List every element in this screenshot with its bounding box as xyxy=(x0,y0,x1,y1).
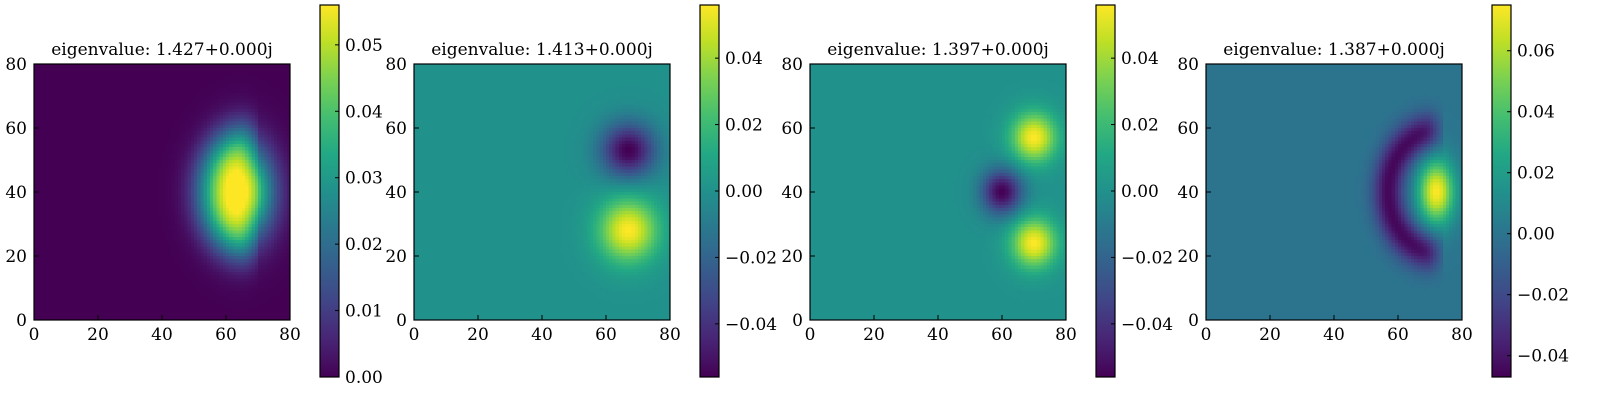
colorbar-tick-label: 0.03 xyxy=(345,169,383,189)
colorbar-tick-label: 0.04 xyxy=(725,49,763,69)
panel-1: eigenvalue: 1.427+0.000j 0 20 40 60 80 0 20 40 60… xyxy=(5,4,383,388)
y-tick-label: 80 xyxy=(1177,55,1199,75)
x-tick-label: 20 xyxy=(1259,325,1281,345)
y-tick-label: 20 xyxy=(5,247,27,267)
heatmap-image xyxy=(1206,64,1462,320)
x-tick-label: 0 xyxy=(1201,325,1212,345)
chart-title: eigenvalue: 1.413+0.000j xyxy=(431,40,653,60)
y-tick-label: 60 xyxy=(781,119,803,139)
y-tick-label: 20 xyxy=(1177,247,1199,267)
y-tick-label: 60 xyxy=(5,119,27,139)
x-tick-label: 20 xyxy=(467,325,489,345)
colorbar-tick-label: 0.04 xyxy=(1517,103,1555,123)
y-tick-label: 0 xyxy=(396,311,407,331)
y-tick-label: 40 xyxy=(1177,183,1199,203)
y-tick-label: 40 xyxy=(5,183,27,203)
y-tick-label: 80 xyxy=(781,55,803,75)
x-tick-label: 40 xyxy=(927,325,949,345)
colorbar-tick-label: −0.04 xyxy=(1517,347,1569,367)
panel-4: eigenvalue: 1.387+0.000j 0 20 40 60 80 0 20 40 60… xyxy=(1177,4,1569,378)
colorbar-tick-label: 0.02 xyxy=(345,235,383,255)
colorbar-tick-label: −0.04 xyxy=(725,315,777,335)
x-tick-label: 80 xyxy=(1451,325,1473,345)
y-tick-label: 0 xyxy=(16,311,27,331)
chart-title: eigenvalue: 1.387+0.000j xyxy=(1223,40,1445,60)
y-tick-label: 20 xyxy=(781,247,803,267)
x-tick-label: 80 xyxy=(659,325,681,345)
x-tick-label: 0 xyxy=(29,325,40,345)
colorbar-tick-label: 0.00 xyxy=(725,182,763,202)
colorbar-tick-label: −0.04 xyxy=(1121,315,1173,335)
y-tick-label: 80 xyxy=(5,55,27,75)
colorbar-tick-label: −0.02 xyxy=(1121,248,1173,268)
heatmap-image xyxy=(810,64,1066,320)
y-tick-label: 60 xyxy=(385,119,407,139)
colorbar-tick-label: 0.00 xyxy=(1517,225,1555,245)
x-tick-label: 40 xyxy=(151,325,173,345)
x-tick-label: 40 xyxy=(1323,325,1345,345)
y-tick-label: 0 xyxy=(792,311,803,331)
colorbar-tick-label: 0.04 xyxy=(1121,49,1159,69)
chart-title: eigenvalue: 1.397+0.000j xyxy=(827,40,1049,60)
colorbar xyxy=(319,4,340,378)
heatmap-image xyxy=(34,64,290,320)
x-tick-label: 20 xyxy=(863,325,885,345)
colorbar-tick-label: 0.04 xyxy=(345,102,383,122)
colorbar-tick-label: 0.00 xyxy=(1121,182,1159,202)
x-tick-label: 0 xyxy=(409,325,420,345)
colorbar-tick-label: 0.06 xyxy=(1517,42,1555,62)
heatmap-image xyxy=(414,64,670,320)
y-tick-label: 0 xyxy=(1188,311,1199,331)
colorbar xyxy=(1491,4,1512,378)
y-tick-label: 80 xyxy=(385,55,407,75)
x-tick-label: 60 xyxy=(595,325,617,345)
colorbar-tick-label: 0.02 xyxy=(1121,116,1159,136)
colorbar-tick-label: 0.05 xyxy=(345,36,383,56)
chart-title: eigenvalue: 1.427+0.000j xyxy=(51,40,273,60)
colorbar-tick-label: 0.02 xyxy=(1517,164,1555,184)
x-tick-label: 20 xyxy=(87,325,109,345)
colorbar-tick-label: −0.02 xyxy=(1517,286,1569,306)
x-tick-label: 0 xyxy=(805,325,816,345)
colorbar-tick-label: 0.02 xyxy=(725,116,763,136)
x-tick-label: 80 xyxy=(1055,325,1077,345)
y-tick-label: 20 xyxy=(385,247,407,267)
x-tick-label: 40 xyxy=(531,325,553,345)
x-tick-label: 60 xyxy=(1387,325,1409,345)
colorbar-tick-label: 0.00 xyxy=(345,368,383,388)
x-tick-label: 60 xyxy=(991,325,1013,345)
colorbar-tick-label: 0.01 xyxy=(345,302,383,322)
x-tick-label: 80 xyxy=(279,325,301,345)
x-tick-label: 60 xyxy=(215,325,237,345)
panel-3: eigenvalue: 1.397+0.000j 0 20 40 60 80 0 20 40 60… xyxy=(781,4,1173,378)
y-tick-label: 40 xyxy=(781,183,803,203)
y-tick-label: 40 xyxy=(385,183,407,203)
y-tick-label: 60 xyxy=(1177,119,1199,139)
panel-2: eigenvalue: 1.413+0.000j 0 20 40 60 80 0 20 40 60… xyxy=(385,4,777,378)
colorbar-tick-label: −0.02 xyxy=(725,248,777,268)
